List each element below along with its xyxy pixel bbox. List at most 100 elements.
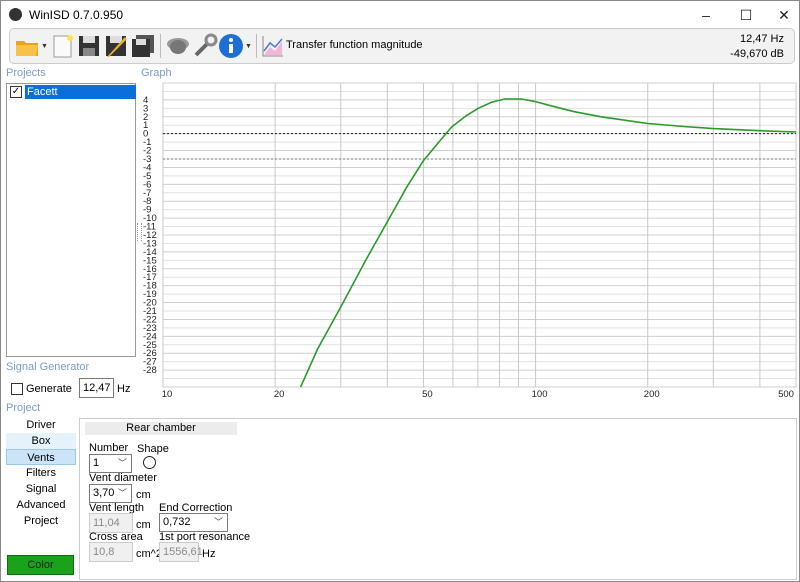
- y-tick-label: -6: [143, 179, 151, 190]
- y-tick-label: -7: [143, 188, 151, 199]
- frequency-readout: 12,47 Hz: [739, 33, 784, 45]
- toolbar-separator: [256, 34, 257, 58]
- toolbar: ▼ ▼ Transfer function magnitude 12,47 Hz…: [9, 28, 795, 64]
- y-tick-label: 3: [143, 103, 148, 114]
- y-tick-label: -23: [143, 323, 157, 334]
- vent-length-input[interactable]: 11,04: [89, 513, 133, 533]
- vent-diameter-value: 3,70: [93, 487, 115, 499]
- shape-label: Shape: [137, 443, 169, 455]
- open-dropdown-icon[interactable]: ▼: [41, 43, 48, 50]
- number-label: Number: [89, 442, 129, 454]
- y-tick-label: -4: [143, 162, 151, 173]
- vent-diameter-select[interactable]: 3,70 ﹀: [89, 484, 132, 503]
- cross-area-input[interactable]: 10,8: [89, 542, 133, 562]
- tab-box[interactable]: Box: [6, 433, 76, 449]
- y-tick-label: 1: [143, 120, 148, 131]
- projects-list[interactable]: ✓ Facett: [6, 83, 136, 357]
- tab-vents[interactable]: Vents: [6, 449, 76, 465]
- vent-length-label: Vent length: [89, 502, 145, 514]
- project-name: Facett: [25, 85, 136, 99]
- y-tick-label: -19: [143, 289, 157, 300]
- project-section-label: Project: [6, 402, 41, 414]
- y-tick-label: -27: [143, 357, 157, 368]
- chevron-down-icon: ﹀: [117, 488, 127, 498]
- transfer-function-chart[interactable]: 43210-1-2-3-4-5-6-7-8-9-10-11-12-13-14-1…: [131, 79, 800, 404]
- end-correction-select[interactable]: 0,732 ﹀: [159, 513, 228, 532]
- tab-filters[interactable]: Filters: [26, 467, 56, 479]
- tab-project[interactable]: Project: [23, 515, 59, 527]
- response-curve: [299, 98, 797, 388]
- x-tick-label: 100: [532, 389, 548, 400]
- close-button[interactable]: ✕: [778, 7, 790, 23]
- app-icon: [9, 8, 22, 21]
- x-tick-label: 200: [644, 389, 660, 400]
- chevron-down-icon: ﹀: [117, 458, 127, 468]
- tab-signal[interactable]: Signal: [25, 483, 57, 495]
- y-tick-label: 4: [143, 95, 148, 106]
- y-tick-label: -2: [143, 146, 151, 157]
- y-tick-label: -3: [143, 154, 151, 165]
- vents-panel: Rear chamber Number Shape 1 ﹀ Vent diamet…: [79, 418, 797, 580]
- save-all-icon[interactable]: [130, 33, 156, 59]
- tab-driver[interactable]: Driver: [26, 419, 56, 431]
- signal-frequency-input[interactable]: 12,47: [79, 378, 114, 398]
- color-button[interactable]: Color: [7, 555, 74, 575]
- y-tick-label: -15: [143, 255, 157, 266]
- db-readout: -49,670 dB: [730, 48, 784, 60]
- x-tick-label: 10: [162, 389, 173, 400]
- minimize-button[interactable]: –: [702, 7, 710, 23]
- signal-frequency-unit: Hz: [117, 383, 131, 395]
- y-tick-label: -20: [143, 298, 157, 309]
- graph-type-selector[interactable]: Transfer function magnitude: [286, 39, 423, 51]
- end-correction-value: 0,732: [163, 516, 191, 528]
- info-icon[interactable]: [218, 33, 244, 59]
- y-tick-label: -13: [143, 238, 157, 249]
- y-tick-label: -25: [143, 340, 157, 351]
- project-visible-checkbox[interactable]: ✓: [10, 86, 22, 98]
- graph-icon[interactable]: [260, 33, 286, 59]
- y-tick-label: -5: [143, 171, 151, 182]
- generate-label: Generate: [26, 383, 72, 395]
- y-tick-label: -28: [143, 365, 157, 376]
- y-tick-label: -26: [143, 348, 157, 359]
- port-resonance-input[interactable]: 1556,61: [159, 542, 203, 562]
- project-item-facett[interactable]: ✓ Facett: [9, 85, 136, 99]
- y-tick-label: -17: [143, 272, 157, 283]
- y-tick-label: -21: [143, 306, 157, 317]
- window-title: WinISD 0.7.0.950: [29, 8, 124, 22]
- new-document-icon[interactable]: [50, 33, 76, 59]
- chevron-down-icon: ﹀: [213, 517, 223, 527]
- toolbar-separator: [160, 34, 161, 58]
- y-tick-label: -18: [143, 281, 157, 292]
- y-tick-label: -11: [143, 222, 156, 233]
- x-tick-label: 20: [274, 389, 285, 400]
- number-select[interactable]: 1 ﹀: [89, 454, 132, 473]
- info-dropdown-icon[interactable]: ▼: [245, 43, 252, 50]
- cross-area-label: Cross area: [89, 531, 143, 543]
- y-tick-label: -14: [143, 247, 157, 258]
- y-tick-label: -22: [143, 314, 157, 325]
- tab-advanced[interactable]: Advanced: [16, 499, 66, 511]
- signal-generator-label: Signal Generator: [6, 361, 90, 373]
- graph-label: Graph: [141, 67, 172, 79]
- tools-icon[interactable]: [192, 33, 218, 59]
- y-tick-label: -16: [143, 264, 157, 275]
- y-tick-label: -1: [143, 137, 151, 148]
- round-shape-icon[interactable]: [143, 456, 156, 469]
- driver-icon[interactable]: [165, 33, 191, 59]
- title-bar: WinISD 0.7.0.950 – ☐ ✕: [1, 1, 799, 29]
- port-resonance-unit: Hz: [202, 548, 216, 560]
- splitter-handle[interactable]: [137, 223, 142, 241]
- rear-chamber-header: Rear chamber: [85, 422, 237, 435]
- y-tick-label: -12: [143, 230, 157, 241]
- cross-area-unit: cm^2: [136, 548, 162, 560]
- end-correction-label: End Correction: [159, 502, 233, 514]
- vent-length-unit: cm: [136, 519, 151, 531]
- generate-checkbox[interactable]: [11, 383, 23, 395]
- y-tick-label: -9: [143, 205, 151, 216]
- save-as-icon[interactable]: [103, 33, 129, 59]
- save-icon[interactable]: [76, 33, 102, 59]
- open-folder-icon[interactable]: [14, 33, 40, 59]
- number-value: 1: [93, 457, 100, 469]
- maximize-button[interactable]: ☐: [739, 7, 753, 23]
